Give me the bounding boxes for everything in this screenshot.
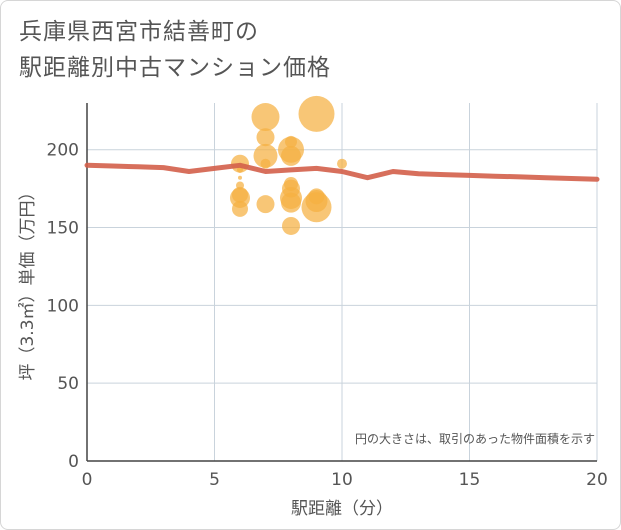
bubble-size-note: 円の大きさは、取引のあった物件面積を示す <box>355 431 595 446</box>
bubble-point <box>232 200 248 217</box>
bubble-point <box>298 95 335 132</box>
bubble-point <box>256 128 275 147</box>
y-tick-label: 200 <box>47 141 79 161</box>
y-axis-label: 坪（3.3㎡）単価（万円） <box>18 183 38 380</box>
chart-title-line-1: 兵庫県西宮市結善町の <box>19 19 259 45</box>
trend-line-path <box>84 162 600 182</box>
trend-line <box>84 162 600 182</box>
chart-title-line-2: 駅距離別中古マンション価格 <box>19 55 331 81</box>
x-axis-label: 駅距離（分） <box>291 499 393 519</box>
bubble-point <box>237 166 243 173</box>
y-tick-label: 0 <box>68 452 79 472</box>
y-tick-label: 150 <box>47 219 79 239</box>
bubble-point <box>337 158 347 169</box>
bubble-point <box>238 175 242 180</box>
x-tick-label: 0 <box>82 470 93 490</box>
bubble-point <box>281 145 301 166</box>
axes <box>86 103 597 462</box>
bubble-point <box>251 103 280 132</box>
bubble-point <box>301 192 332 223</box>
bubble-point <box>282 216 300 235</box>
x-tick-label: 15 <box>459 470 481 490</box>
chart-title: 兵庫県西宮市結善町の 駅距離別中古マンション価格 <box>19 14 331 86</box>
x-tick-label: 20 <box>586 470 608 490</box>
bubbles <box>230 95 347 235</box>
y-tick-label: 100 <box>47 296 79 316</box>
bubble-point <box>256 195 275 214</box>
x-tick-label: 5 <box>209 470 220 490</box>
bubble-point <box>281 192 301 213</box>
x-tick-label: 10 <box>331 470 353 490</box>
y-tick-label: 50 <box>57 374 79 394</box>
bubble-point <box>253 143 278 168</box>
bubble-point <box>260 158 271 169</box>
